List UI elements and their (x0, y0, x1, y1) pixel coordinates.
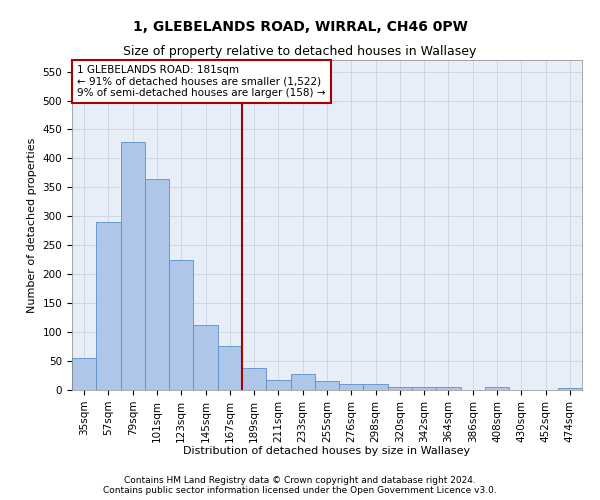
Bar (145, 178, 169, 390)
Bar (121, 142, 145, 390)
Bar (242, 368, 266, 390)
Bar (364, 384, 388, 390)
Bar (315, 382, 339, 390)
Text: Contains HM Land Registry data © Crown copyright and database right 2024.
Contai: Contains HM Land Registry data © Crown c… (103, 476, 497, 495)
Bar (266, 380, 290, 390)
Bar (218, 346, 242, 390)
Y-axis label: Number of detached properties: Number of detached properties (27, 138, 37, 312)
Bar (290, 374, 315, 390)
Text: 1 GLEBELANDS ROAD: 181sqm
← 91% of detached houses are smaller (1,522)
9% of sem: 1 GLEBELANDS ROAD: 181sqm ← 91% of detac… (77, 65, 326, 98)
Text: 1, GLEBELANDS ROAD, WIRRAL, CH46 0PW: 1, GLEBELANDS ROAD, WIRRAL, CH46 0PW (133, 20, 467, 34)
Bar (558, 388, 582, 390)
Bar (169, 260, 193, 390)
Bar (72, 358, 96, 390)
Bar (412, 387, 436, 390)
Bar (485, 387, 509, 390)
Bar (388, 386, 412, 390)
Bar (436, 387, 461, 390)
Bar (193, 324, 218, 390)
Bar (339, 384, 364, 390)
X-axis label: Distribution of detached houses by size in Wallasey: Distribution of detached houses by size … (184, 446, 470, 456)
Text: Size of property relative to detached houses in Wallasey: Size of property relative to detached ho… (124, 45, 476, 58)
Bar (96, 222, 121, 390)
